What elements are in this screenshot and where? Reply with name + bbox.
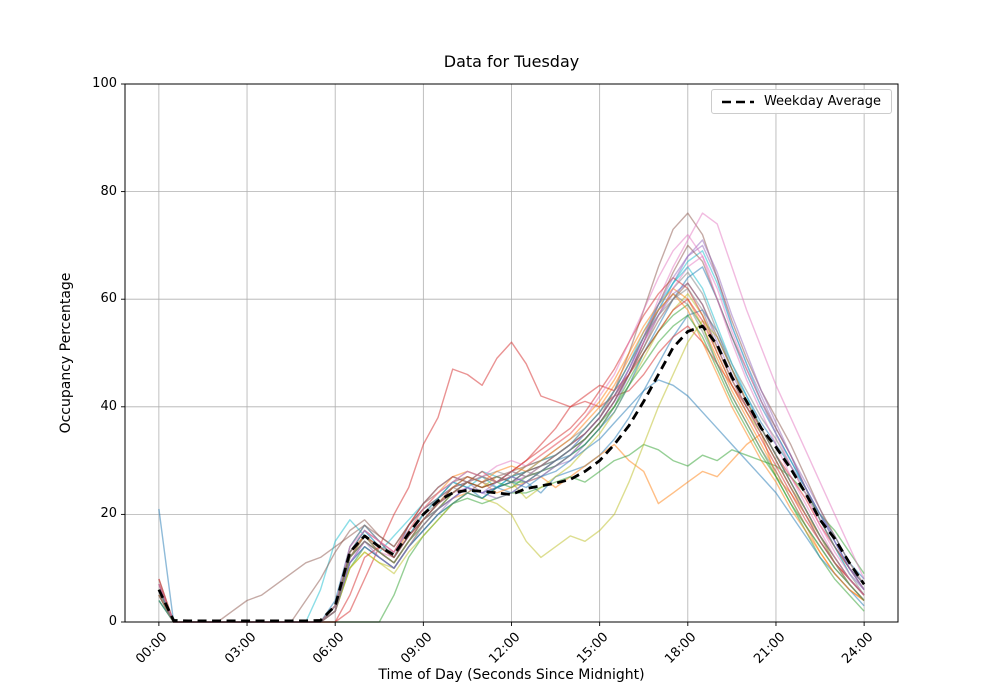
legend-dashed-line-swatch [721,100,754,103]
y-tick-label: 80 [100,183,117,199]
y-tick-label: 60 [100,291,117,307]
legend-label: Weekday Average [763,94,881,109]
legend: Weekday Average [710,89,892,114]
weekday-average-line [157,324,866,623]
y-tick-label: 0 [108,614,117,629]
y-tick-label: 40 [100,398,117,414]
x-axis-label: Time of Day (Seconds Since Midnight) [378,667,645,683]
chart-title: Data for Tuesday [443,52,580,71]
y-tick-label: 100 [92,76,117,91]
y-tick-label: 20 [100,506,117,522]
